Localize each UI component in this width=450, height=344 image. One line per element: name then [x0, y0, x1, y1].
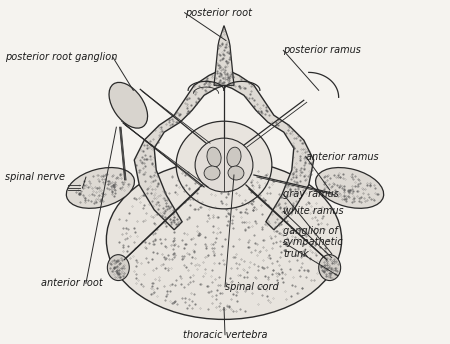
Text: posterior root: posterior root	[184, 8, 252, 18]
Polygon shape	[214, 25, 234, 85]
Text: posterior ramus: posterior ramus	[284, 45, 361, 55]
Ellipse shape	[108, 255, 129, 281]
Text: gray ramus: gray ramus	[284, 189, 339, 199]
Text: spinal nerve: spinal nerve	[5, 172, 65, 182]
Ellipse shape	[195, 138, 253, 192]
Ellipse shape	[207, 147, 221, 167]
Ellipse shape	[176, 121, 272, 209]
Text: posterior root ganglion: posterior root ganglion	[5, 52, 117, 62]
Ellipse shape	[109, 83, 148, 128]
Text: anterior ramus: anterior ramus	[306, 152, 378, 162]
Ellipse shape	[228, 166, 244, 180]
Text: white ramus: white ramus	[284, 206, 344, 216]
Ellipse shape	[106, 160, 342, 319]
Text: ganglion of
sympathetic
trunk: ganglion of sympathetic trunk	[284, 226, 344, 259]
Text: spinal cord: spinal cord	[225, 282, 279, 292]
Ellipse shape	[319, 255, 341, 281]
Ellipse shape	[315, 168, 384, 208]
Ellipse shape	[227, 147, 241, 167]
Text: anterior root: anterior root	[41, 278, 103, 288]
Polygon shape	[134, 68, 314, 230]
Ellipse shape	[204, 166, 220, 180]
Text: thoracic vertebra: thoracic vertebra	[183, 330, 267, 340]
Ellipse shape	[66, 168, 135, 208]
